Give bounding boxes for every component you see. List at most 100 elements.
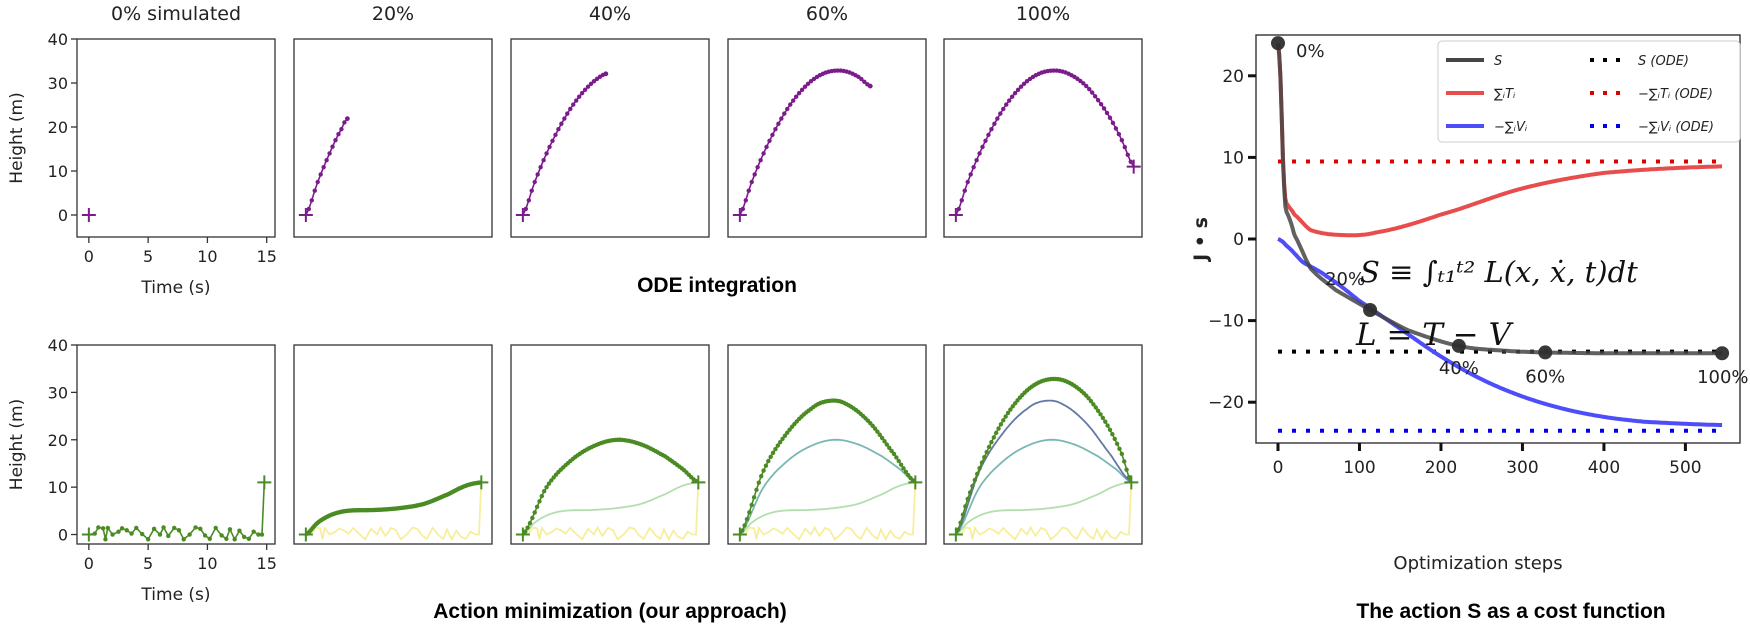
action-trajectory-point	[901, 466, 906, 471]
legend-label-T_ode: −∑ᵢTᵢ (ODE)	[1638, 87, 1713, 102]
x-tick-label: 10	[197, 247, 217, 266]
action-trajectory-point	[96, 525, 101, 530]
x-tick-label: 5	[143, 554, 153, 573]
action-trajectory-point	[894, 455, 899, 460]
milestone-marker	[1538, 345, 1553, 360]
ode-trajectory-point	[1007, 98, 1012, 103]
milestone-label: 20%	[1325, 269, 1365, 290]
ode-trajectory-point	[755, 164, 760, 170]
action-trajectory-point	[780, 436, 785, 442]
action-trajectory-point	[151, 526, 157, 532]
ode-trajectory-point	[535, 172, 540, 177]
action-trajectory-point	[1124, 467, 1129, 472]
y-tick-label: 20	[48, 118, 68, 137]
ode-trajectory-point	[330, 144, 335, 149]
action-end-marker	[908, 475, 923, 490]
ode-trajectory-point	[752, 172, 757, 177]
ode-caption: ODE integration	[637, 274, 797, 297]
action-trajectory-point	[761, 468, 766, 473]
x-axis-label: Optimization steps	[1393, 553, 1562, 574]
x-tick-label: 100	[1343, 458, 1375, 478]
ode-trajectory-point	[342, 120, 347, 125]
action-start-marker	[298, 527, 313, 542]
action-trajectory-point	[896, 458, 901, 464]
action-trajectory-point	[982, 455, 987, 460]
action-trajectory-point	[749, 502, 754, 508]
action-trajectory-point	[1001, 418, 1006, 423]
ode-trajectory-point	[1110, 120, 1116, 126]
action-trajectory-point	[110, 532, 115, 537]
action-trajectory-point	[140, 531, 145, 537]
action-trajectory-point	[1008, 407, 1013, 412]
action-trajectory-point	[891, 451, 897, 457]
action-trajectory-point	[530, 515, 535, 521]
ode-trajectory-point	[576, 94, 582, 99]
ode-trajectory-point	[802, 84, 808, 89]
ode-trajectory-point	[805, 81, 811, 87]
action-end-marker	[1124, 475, 1139, 490]
ode-trajectory-point	[312, 188, 317, 193]
action-end-marker	[257, 475, 272, 490]
ode-trajectory-point	[1107, 115, 1113, 120]
x-tick-label: 300	[1506, 458, 1538, 478]
action-trajectory-point	[1103, 419, 1108, 424]
action-trajectory-point	[259, 532, 265, 537]
action-trajectory-point	[1107, 427, 1113, 433]
ode-panel-3-frame	[727, 38, 927, 238]
ode-trajectory-point	[591, 79, 597, 84]
y-axis-label: Height (m)	[7, 399, 27, 490]
ode-trajectory-point	[867, 83, 873, 89]
ode-trajectory-point	[344, 116, 350, 122]
action-panel-3-frame	[727, 344, 927, 545]
y-tick-label: −20	[1208, 393, 1244, 413]
ode-trajectory-point	[1015, 87, 1021, 92]
action-trajectory-point	[889, 448, 894, 454]
action-trajectory-point	[1003, 414, 1008, 419]
ode-trajectory-point	[547, 144, 552, 150]
ode-trajectory-point	[333, 137, 338, 143]
action-trajectory-point	[145, 537, 151, 542]
ode-trajectory-point	[568, 106, 573, 112]
action-trajectory-point	[775, 443, 780, 448]
action-trajectory-point	[747, 510, 752, 515]
action-trajectory-point	[129, 531, 134, 536]
action-trajectory-point	[960, 512, 966, 517]
action-trajectory-point	[754, 487, 759, 493]
legend-box	[1437, 40, 1741, 143]
ode-trajectory-point	[959, 198, 964, 203]
action-trajectory-point	[176, 528, 182, 533]
ode-panel-0-frame	[76, 38, 276, 238]
action-trajectory-point	[1126, 474, 1132, 480]
action-trajectory-point	[546, 481, 552, 486]
ode-trajectory-point	[743, 198, 748, 203]
action-trajectory-point	[956, 527, 961, 532]
action-grid: 0 10 20 30 40 0 5 10 15 Time (s) Height (m)	[7, 336, 1143, 605]
ode-trajectory-point	[796, 90, 802, 96]
ode-trajectory-point	[585, 84, 591, 89]
milestone-marker	[1271, 36, 1285, 51]
action-trajectory-point	[785, 430, 790, 435]
ode-panel-title-0: 0% simulated	[111, 3, 241, 25]
action-trajectory-point	[1105, 423, 1110, 428]
action-trajectory-point	[181, 537, 186, 542]
y-tick-label: 30	[48, 383, 68, 402]
action-trajectory-point	[972, 477, 978, 483]
series-S-line	[1276, 42, 1723, 356]
action-trajectory-point	[998, 422, 1004, 427]
legend-label-S_ode: S (ODE)	[1638, 54, 1689, 69]
stage-40-trajectory	[955, 438, 1132, 536]
ode-trajectory-point	[579, 90, 585, 96]
ode-start-marker	[948, 208, 963, 222]
action-trajectory-point	[906, 472, 911, 478]
ode-panel-1-frame	[293, 38, 493, 238]
action-trajectory-point	[544, 484, 549, 490]
action-trajectory-point	[224, 536, 229, 541]
action-trajectory-point	[1010, 404, 1015, 409]
x-tick-label: 200	[1425, 458, 1457, 478]
x-tick-label: 15	[257, 554, 277, 573]
action-trajectory-point	[974, 471, 980, 477]
y-tick-label: 40	[48, 30, 68, 49]
y-tick-label: 0	[58, 526, 68, 545]
action-trajectory-point	[1100, 415, 1106, 421]
